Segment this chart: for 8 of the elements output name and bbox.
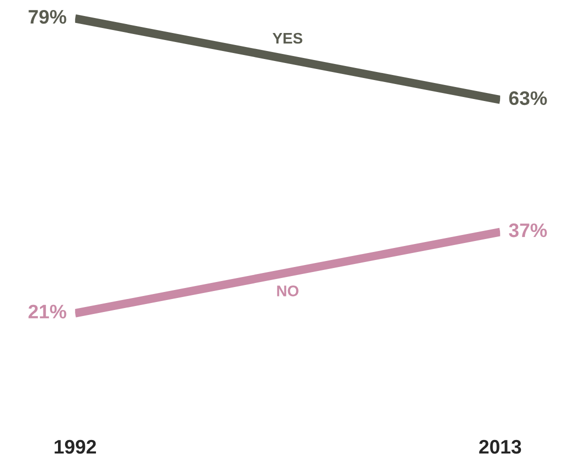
data-label: 79% [28, 10, 66, 24]
x-tick-label: 2013 [479, 440, 522, 454]
series-label: YES [272, 32, 302, 44]
data-label: 21% [28, 304, 66, 318]
data-label: 37% [508, 223, 547, 238]
x-tick-label: 1992 [54, 440, 96, 454]
series-label: NO [277, 286, 298, 296]
data-label: 63% [509, 91, 547, 106]
